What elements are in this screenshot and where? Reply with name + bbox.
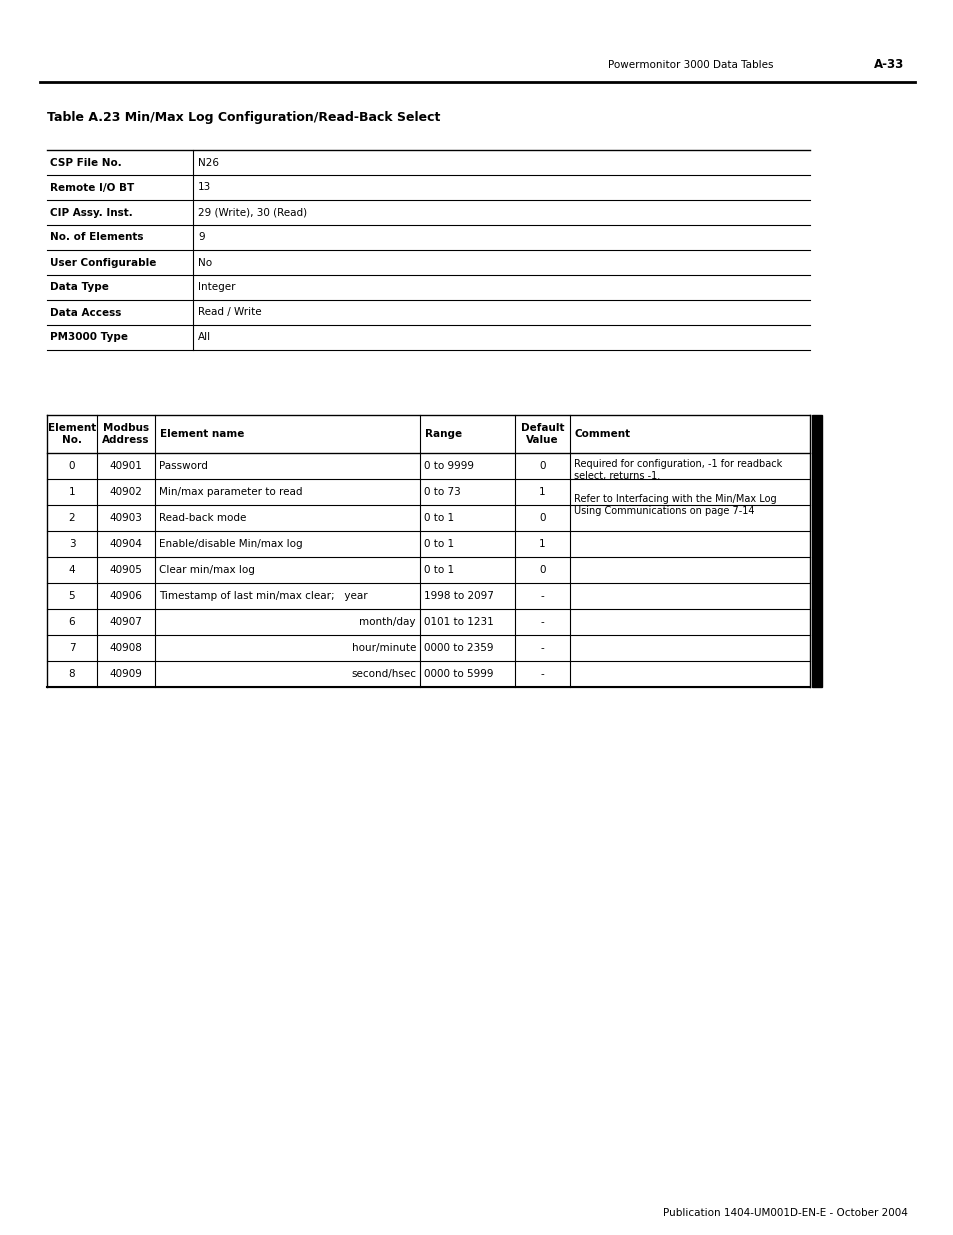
Text: Comment: Comment bbox=[575, 429, 631, 438]
Text: Read-back mode: Read-back mode bbox=[159, 513, 246, 522]
Text: 0000 to 2359: 0000 to 2359 bbox=[423, 643, 493, 653]
Text: A-33: A-33 bbox=[873, 58, 903, 72]
Text: 1: 1 bbox=[538, 538, 545, 550]
Text: Table A.23 Min/Max Log Configuration/Read-Back Select: Table A.23 Min/Max Log Configuration/Rea… bbox=[47, 111, 440, 125]
Text: 40908: 40908 bbox=[110, 643, 142, 653]
Text: 0 to 1: 0 to 1 bbox=[423, 564, 454, 576]
Text: PM3000 Type: PM3000 Type bbox=[50, 332, 128, 342]
Text: 0: 0 bbox=[538, 513, 545, 522]
Text: No. of Elements: No. of Elements bbox=[50, 232, 143, 242]
Text: Powermonitor 3000 Data Tables: Powermonitor 3000 Data Tables bbox=[607, 61, 773, 70]
Text: month/day: month/day bbox=[359, 618, 416, 627]
Text: hour/minute: hour/minute bbox=[352, 643, 416, 653]
Text: 0101 to 1231: 0101 to 1231 bbox=[423, 618, 494, 627]
Text: 6: 6 bbox=[69, 618, 75, 627]
Text: 0 to 9999: 0 to 9999 bbox=[423, 461, 474, 471]
Text: 40906: 40906 bbox=[110, 592, 142, 601]
Text: 40903: 40903 bbox=[110, 513, 142, 522]
Text: 3: 3 bbox=[69, 538, 75, 550]
Text: 8: 8 bbox=[69, 669, 75, 679]
Text: 40905: 40905 bbox=[110, 564, 142, 576]
Text: Required for configuration, -1 for readback
select, returns -1.: Required for configuration, -1 for readb… bbox=[574, 458, 781, 482]
Text: 0 to 1: 0 to 1 bbox=[423, 513, 454, 522]
Text: 1: 1 bbox=[69, 487, 75, 496]
Text: Remote I/O BT: Remote I/O BT bbox=[50, 183, 134, 193]
Text: Timestamp of last min/max clear;   year: Timestamp of last min/max clear; year bbox=[159, 592, 367, 601]
Bar bbox=[811, 415, 821, 687]
Text: second/hsec: second/hsec bbox=[351, 669, 416, 679]
Text: 40909: 40909 bbox=[110, 669, 142, 679]
Text: -: - bbox=[540, 592, 544, 601]
Text: Refer to Interfacing with the Min/Max Log
Using Communications on page 7-14: Refer to Interfacing with the Min/Max Lo… bbox=[574, 494, 776, 516]
Text: 4: 4 bbox=[69, 564, 75, 576]
Text: -: - bbox=[540, 618, 544, 627]
Text: Modbus
Address: Modbus Address bbox=[102, 422, 150, 445]
Text: 40902: 40902 bbox=[110, 487, 142, 496]
Text: Data Access: Data Access bbox=[50, 308, 121, 317]
Text: -: - bbox=[540, 643, 544, 653]
Text: 0000 to 5999: 0000 to 5999 bbox=[423, 669, 493, 679]
Text: 5: 5 bbox=[69, 592, 75, 601]
Text: 7: 7 bbox=[69, 643, 75, 653]
Text: N26: N26 bbox=[198, 158, 219, 168]
Text: CSP File No.: CSP File No. bbox=[50, 158, 122, 168]
Text: User Configurable: User Configurable bbox=[50, 258, 156, 268]
Text: 2: 2 bbox=[69, 513, 75, 522]
Text: 0: 0 bbox=[69, 461, 75, 471]
Text: Element
No.: Element No. bbox=[48, 422, 96, 445]
Text: Integer: Integer bbox=[198, 283, 235, 293]
Text: Publication 1404-UM001D-EN-E - October 2004: Publication 1404-UM001D-EN-E - October 2… bbox=[662, 1208, 907, 1218]
Text: Data Type: Data Type bbox=[50, 283, 109, 293]
Text: Range: Range bbox=[424, 429, 461, 438]
Text: 40904: 40904 bbox=[110, 538, 142, 550]
Text: 1998 to 2097: 1998 to 2097 bbox=[423, 592, 494, 601]
Text: 40907: 40907 bbox=[110, 618, 142, 627]
Text: 0 to 73: 0 to 73 bbox=[423, 487, 460, 496]
Text: CIP Assy. Inst.: CIP Assy. Inst. bbox=[50, 207, 132, 217]
Text: No: No bbox=[198, 258, 212, 268]
Text: Read / Write: Read / Write bbox=[198, 308, 261, 317]
Text: 0 to 1: 0 to 1 bbox=[423, 538, 454, 550]
Text: 0: 0 bbox=[538, 564, 545, 576]
Text: 40901: 40901 bbox=[110, 461, 142, 471]
Text: 1: 1 bbox=[538, 487, 545, 496]
Text: 13: 13 bbox=[198, 183, 211, 193]
Text: Clear min/max log: Clear min/max log bbox=[159, 564, 254, 576]
Text: Default
Value: Default Value bbox=[520, 422, 563, 445]
Text: 29 (Write), 30 (Read): 29 (Write), 30 (Read) bbox=[198, 207, 307, 217]
Text: -: - bbox=[540, 669, 544, 679]
Text: 0: 0 bbox=[538, 461, 545, 471]
Text: Enable/disable Min/max log: Enable/disable Min/max log bbox=[159, 538, 302, 550]
Text: All: All bbox=[198, 332, 211, 342]
Text: 9: 9 bbox=[198, 232, 204, 242]
Text: Min/max parameter to read: Min/max parameter to read bbox=[159, 487, 302, 496]
Text: Element name: Element name bbox=[160, 429, 244, 438]
Text: Password: Password bbox=[159, 461, 208, 471]
